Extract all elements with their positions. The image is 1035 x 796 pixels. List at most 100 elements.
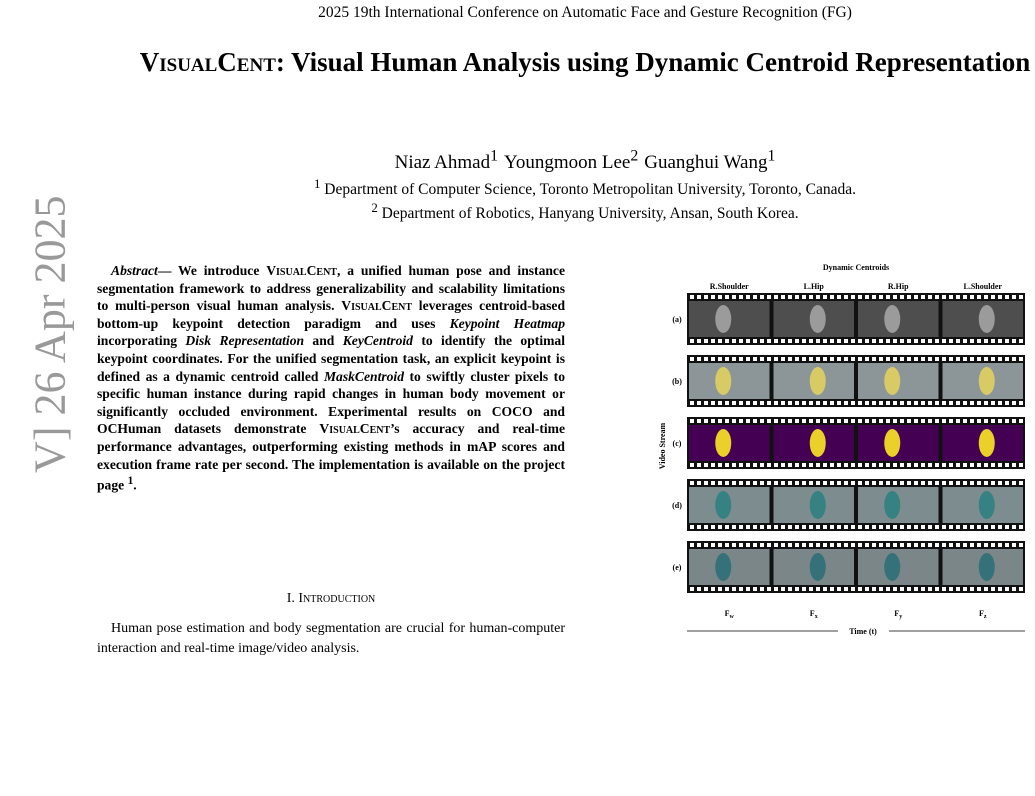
sprocket-hole <box>879 525 883 529</box>
sprocket-hole <box>956 463 960 467</box>
sprocket-hole <box>809 587 813 591</box>
sprocket-hole <box>942 481 946 485</box>
sprocket-hole <box>781 339 785 343</box>
person <box>809 305 826 333</box>
sprocket-hole <box>970 463 974 467</box>
sprocket-hole <box>795 481 799 485</box>
sprocket-hole <box>753 401 757 405</box>
figure-title: Dynamic Centroids <box>823 263 889 272</box>
sprocket-hole <box>935 401 939 405</box>
sprocket-hole <box>984 543 988 547</box>
sprocket-hole <box>928 401 932 405</box>
sprocket-hole <box>977 463 981 467</box>
sprocket-hole <box>1005 525 1009 529</box>
sprocket-hole <box>921 543 925 547</box>
sprocket-hole <box>837 481 841 485</box>
sprocket-hole <box>858 419 862 423</box>
sprocket-hole <box>900 587 904 591</box>
sprocket-hole <box>837 401 841 405</box>
sprocket-hole <box>893 587 897 591</box>
sprocket-hole <box>977 339 981 343</box>
sprocket-hole <box>809 463 813 467</box>
sprocket-hole <box>1005 401 1009 405</box>
sprocket-hole <box>942 419 946 423</box>
sprocket-hole <box>718 357 722 361</box>
sprocket-hole <box>963 463 967 467</box>
sprocket-hole <box>732 587 736 591</box>
sprocket-hole <box>956 481 960 485</box>
sprocket-hole <box>928 419 932 423</box>
sprocket-hole <box>942 463 946 467</box>
abstract: Abstract— We introduce VisualCent, a uni… <box>97 262 565 494</box>
sprocket-hole <box>837 339 841 343</box>
sprocket-hole <box>718 295 722 299</box>
sprocket-hole <box>1005 587 1009 591</box>
sprocket-hole <box>879 339 883 343</box>
sprocket-hole <box>928 357 932 361</box>
y-axis-label: Video Stream <box>658 422 667 469</box>
sprocket-hole <box>879 419 883 423</box>
sprocket-hole <box>970 357 974 361</box>
sprocket-hole <box>991 587 995 591</box>
sprocket-hole <box>830 357 834 361</box>
sprocket-hole <box>991 463 995 467</box>
sprocket-hole <box>697 295 701 299</box>
sprocket-hole <box>865 419 869 423</box>
page: 2025 19th International Conference on Au… <box>25 4 1031 656</box>
person <box>978 553 995 581</box>
frame-sub: w <box>730 614 735 620</box>
sprocket-hole <box>697 481 701 485</box>
sprocket-hole <box>739 295 743 299</box>
sprocket-hole <box>732 543 736 547</box>
sprocket-hole <box>767 357 771 361</box>
sprocket-hole <box>900 543 904 547</box>
sprocket-hole <box>767 525 771 529</box>
text-run: Guanghui Wang <box>644 152 768 174</box>
sprocket-hole <box>711 481 715 485</box>
sprocket-hole <box>746 543 750 547</box>
sprocket-hole <box>851 543 855 547</box>
sprocket-hole <box>886 481 890 485</box>
sprocket-hole <box>837 543 841 547</box>
sprocket-hole <box>844 525 848 529</box>
sprocket-hole <box>739 339 743 343</box>
sprocket-hole <box>858 463 862 467</box>
sprocket-hole <box>963 357 967 361</box>
arxiv-watermark: V] 26 Apr 2025 <box>25 195 75 473</box>
sprocket-hole <box>858 587 862 591</box>
sprocket-hole <box>760 357 764 361</box>
sprocket-hole <box>886 543 890 547</box>
sprocket-hole <box>753 587 757 591</box>
sprocket-hole <box>809 401 813 405</box>
text-run: MaskCentroid <box>323 368 405 384</box>
sprocket-hole <box>991 339 995 343</box>
row-label: (e) <box>673 563 682 572</box>
sprocket-hole <box>767 401 771 405</box>
sprocket-hole <box>781 463 785 467</box>
sprocket-hole <box>704 543 708 547</box>
person <box>715 367 732 395</box>
sprocket-hole <box>977 419 981 423</box>
person <box>884 305 901 333</box>
frame-main: F <box>725 609 730 618</box>
sprocket-hole <box>998 295 1002 299</box>
sprocket-hole <box>781 587 785 591</box>
sprocket-hole <box>942 525 946 529</box>
sprocket-hole <box>774 481 778 485</box>
sprocket-hole <box>851 401 855 405</box>
sprocket-hole <box>725 401 729 405</box>
sprocket-hole <box>984 481 988 485</box>
frame-label: Fx <box>810 609 818 620</box>
sprocket-hole <box>928 543 932 547</box>
sprocket-hole <box>984 419 988 423</box>
sprocket-hole <box>956 419 960 423</box>
sprocket-hole <box>823 587 827 591</box>
sprocket-hole <box>907 339 911 343</box>
sprocket-hole <box>865 339 869 343</box>
sprocket-hole <box>767 543 771 547</box>
sprocket-hole <box>858 543 862 547</box>
sprocket-hole <box>788 419 792 423</box>
sprocket-hole <box>907 463 911 467</box>
sprocket-hole <box>718 481 722 485</box>
sprocket-hole <box>907 357 911 361</box>
